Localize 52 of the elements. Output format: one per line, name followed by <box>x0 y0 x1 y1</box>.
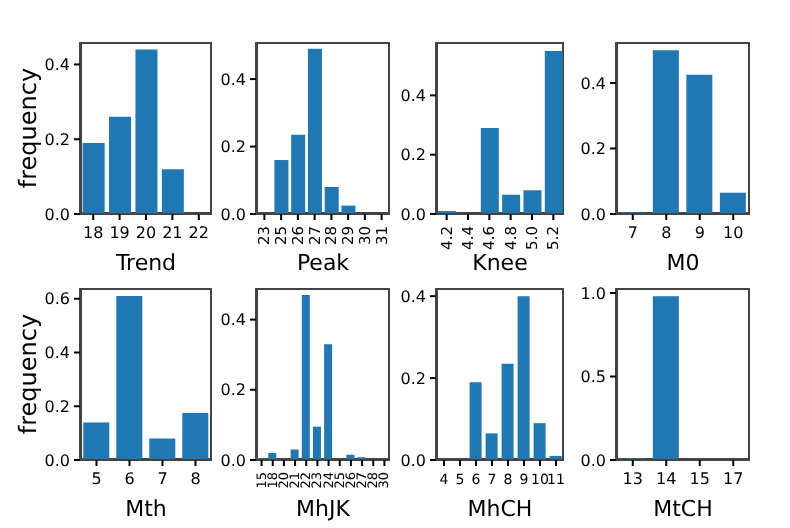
y-tick-label: 0.2 <box>400 146 426 165</box>
y-tick-label: 0.0 <box>580 205 606 224</box>
x-axis-title: Trend <box>113 250 177 276</box>
x-tick-label: 10 <box>723 224 744 242</box>
y-tick-label: 0.2 <box>44 130 70 149</box>
x-tick-label: 8 <box>190 470 201 488</box>
y-tick-label: 0.4 <box>220 70 246 89</box>
x-tick-label: 14 <box>656 470 677 488</box>
y-tick-label: 0.0 <box>400 205 426 224</box>
y-tick-label: 0.2 <box>44 397 70 416</box>
x-axis-title: MhCH <box>467 496 533 522</box>
x-axis-title: Mth <box>125 496 167 522</box>
y-tick-label: 0.0 <box>44 205 70 224</box>
x-tick-label: 22 <box>188 224 209 242</box>
x-axis-title: M0 <box>666 250 700 276</box>
x-tick-label: 15 <box>689 470 710 488</box>
y-tick-label: 0.0 <box>220 205 246 224</box>
x-tick-label: 19 <box>109 224 130 242</box>
x-tick-label: 5 <box>91 470 102 488</box>
y-tick-label: 0.4 <box>44 56 70 75</box>
x-tick-label: 17 <box>723 470 744 488</box>
y-tick-label: 0.2 <box>400 369 426 388</box>
x-axis-title: Peak <box>296 250 351 276</box>
x-tick-label: 6 <box>124 470 135 488</box>
x-axis-title: MtCH <box>653 496 713 522</box>
y-tick-label: 0.4 <box>580 74 606 93</box>
x-axis-title: Knee <box>472 250 529 276</box>
y-axis-title: frequency <box>14 67 42 189</box>
y-tick-label: 0.2 <box>220 138 246 157</box>
y-tick-label: 0.4 <box>220 311 246 330</box>
x-tick-label: 18 <box>83 224 104 242</box>
y-tick-label: 0.0 <box>44 451 70 470</box>
y-tick-label: 0.4 <box>400 287 426 306</box>
y-tick-label: 0.0 <box>220 451 246 470</box>
x-axis-title: MhJK <box>296 496 352 522</box>
y-tick-label: 0.4 <box>400 87 426 106</box>
y-tick-label: 0.6 <box>44 290 70 309</box>
x-tick-label: 7 <box>627 224 638 242</box>
y-tick-label: 0.0 <box>400 451 426 470</box>
y-tick-label: 1.0 <box>580 284 606 303</box>
x-tick-label: 13 <box>622 470 643 488</box>
y-tick-label: 0.5 <box>580 368 606 387</box>
y-tick-label: 0.4 <box>44 344 70 363</box>
x-tick-label: 8 <box>661 224 672 242</box>
y-tick-label: 0.2 <box>220 381 246 400</box>
x-tick-label: 20 <box>135 224 157 242</box>
x-tick-label: 21 <box>162 224 183 242</box>
y-tick-label: 0.2 <box>580 140 606 159</box>
x-tick-label: 9 <box>694 224 705 242</box>
y-axis-title: frequency <box>14 313 42 435</box>
y-tick-label: 0.0 <box>580 451 606 470</box>
x-tick-label: 7 <box>157 470 168 488</box>
